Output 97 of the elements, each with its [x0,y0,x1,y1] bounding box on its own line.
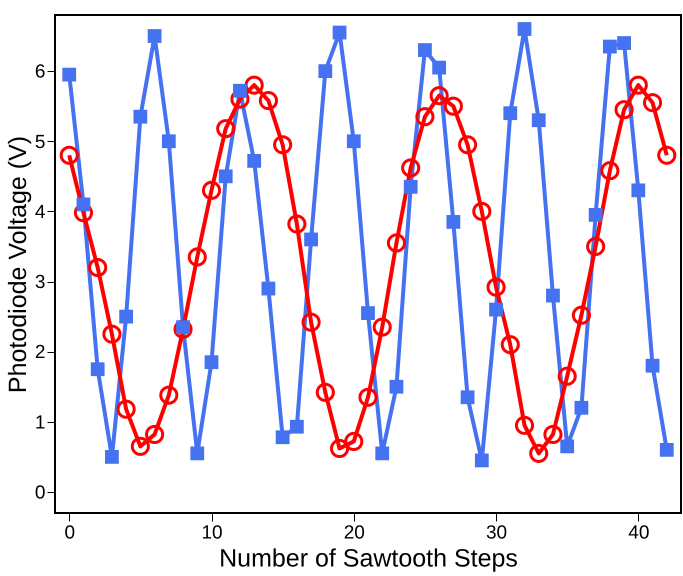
point [415,107,434,126]
point [287,214,306,234]
point [432,60,446,74]
point [617,36,631,50]
point [572,306,591,325]
point [119,310,134,324]
point [190,446,204,460]
point [560,439,574,454]
point [130,436,150,456]
point [529,444,548,463]
y-tick-label: 1 [34,412,46,434]
point [173,320,193,339]
x-tick-label: 30 [486,522,508,544]
point [273,135,292,154]
point [247,154,262,168]
point [600,161,620,180]
point [458,135,478,154]
point [302,312,321,332]
point [159,386,178,405]
point [474,454,489,468]
point [218,169,233,184]
point [614,100,634,120]
point [558,366,577,386]
y-tick-label: 0 [34,482,46,504]
point [444,96,463,116]
point [430,86,449,106]
point [188,247,207,267]
point [233,84,247,98]
point [88,258,108,278]
y-axis-title: Photodiode Voltage (V) [4,136,32,394]
y-tick-label: 3 [34,272,46,294]
point [244,76,264,95]
point [330,438,350,458]
point [258,91,278,110]
point [332,26,346,40]
point [489,302,503,316]
x-axis-title: Number of Sawtooth Steps [219,544,518,572]
point [657,146,676,165]
point [514,416,534,435]
point [375,446,390,460]
point [76,197,90,212]
x-tick-label: 40 [628,522,650,544]
point [60,146,79,165]
point [102,324,122,344]
point [631,183,646,198]
point [105,450,119,464]
x-tick-label: 10 [201,522,223,544]
point [304,232,318,246]
point [162,134,176,148]
y-tick-label: 2 [34,342,46,364]
point [145,424,164,444]
point [290,420,304,434]
point [116,400,136,419]
point [276,430,290,444]
point [404,180,418,194]
point [642,93,662,112]
y-tick-label: 6 [34,62,46,83]
point [588,208,603,222]
point [500,335,520,354]
point [346,134,361,148]
point [446,215,460,229]
point [202,180,222,200]
point [460,390,474,404]
point [318,64,332,78]
y-tick-label: 5 [34,132,46,153]
point [602,40,617,54]
x-tick-label: 0 [64,522,76,544]
point [133,110,148,124]
point [586,236,606,256]
point [472,202,492,221]
point [344,432,364,451]
y-tick-label: 4 [34,202,46,223]
point [628,76,648,95]
point [518,22,532,36]
point [574,400,588,415]
point [543,424,563,444]
x-tick-label: 20 [344,522,365,544]
point [62,68,76,82]
point [418,43,432,57]
point [546,288,560,302]
point [361,306,375,320]
point [90,362,105,376]
point [646,358,660,373]
point [532,113,546,128]
point [216,119,236,138]
point [390,380,404,394]
point [401,158,420,178]
point [316,382,335,402]
point [386,233,406,253]
point [486,278,506,297]
point [262,282,276,296]
point [503,106,518,120]
point [660,442,674,457]
point [204,355,218,370]
point [358,388,378,407]
point [372,318,392,337]
point [148,29,162,43]
